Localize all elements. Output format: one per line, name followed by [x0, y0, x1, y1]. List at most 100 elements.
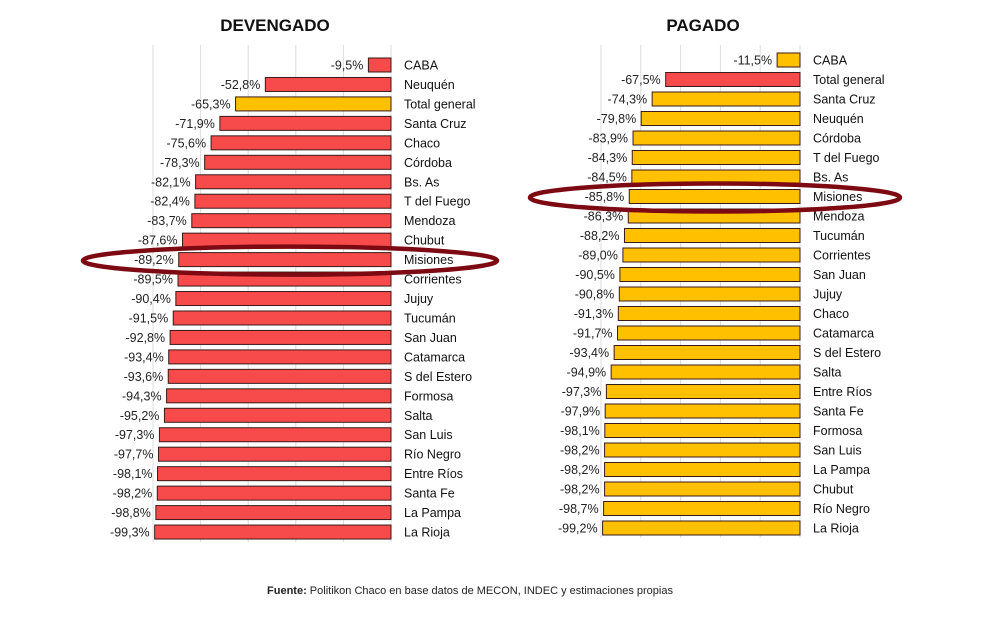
data-label: -93,4%: [570, 346, 610, 360]
category-label: Catamarca: [404, 350, 465, 364]
category-label: Entre Ríos: [404, 467, 463, 481]
category-label: Santa Cruz: [404, 117, 467, 131]
category-label: Corrientes: [813, 249, 871, 263]
footer-source-text: Politikon Chaco en base datos de MECON, …: [307, 585, 674, 597]
data-label: -95,2%: [120, 409, 160, 423]
data-label: -90,5%: [575, 268, 615, 282]
category-label: Neuquén: [404, 78, 455, 92]
bar: [163, 407, 392, 423]
category-label: Jujuy: [813, 288, 843, 302]
category-label: Chubut: [813, 483, 854, 497]
data-label: -67,5%: [621, 73, 661, 87]
data-label: -98,2%: [560, 463, 600, 477]
category-label: Catamarca: [813, 327, 874, 341]
category-label: San Luis: [404, 428, 453, 442]
footer: Fuente: Politikon Chaco en base datos de…: [267, 585, 673, 597]
bar: [602, 520, 801, 536]
data-label: -98,1%: [560, 424, 600, 438]
bar: [604, 442, 801, 458]
bar: [154, 524, 392, 540]
data-label: -94,3%: [122, 389, 162, 403]
data-label: -75,6%: [166, 136, 206, 150]
category-label: Chaco: [404, 136, 440, 150]
data-label: -82,4%: [150, 195, 190, 209]
data-label: -89,2%: [134, 253, 174, 267]
data-label: -98,2%: [560, 483, 600, 497]
data-label: -91,5%: [129, 311, 169, 325]
data-label: -87,6%: [138, 234, 178, 248]
category-label: Córdoba: [404, 156, 452, 170]
bar: [219, 115, 392, 131]
bar: [191, 213, 392, 229]
chart-title: PAGADO: [666, 16, 739, 35]
data-label: -90,8%: [575, 288, 615, 302]
data-label: -94,9%: [567, 366, 607, 380]
data-label: -97,3%: [562, 385, 602, 399]
category-label: Mendoza: [813, 210, 864, 224]
data-label: -65,3%: [191, 97, 231, 111]
bar: [631, 150, 801, 165]
bar: [665, 72, 801, 87]
bar: [235, 96, 392, 112]
category-label: Misiones: [813, 190, 862, 204]
data-label: -92,8%: [126, 331, 166, 345]
bar: [617, 325, 801, 341]
data-label: -98,2%: [560, 444, 600, 458]
category-label: La Pampa: [404, 506, 461, 520]
category-label: Mendoza: [404, 214, 455, 228]
data-label: -99,3%: [110, 526, 150, 540]
data-label: -91,3%: [574, 307, 614, 321]
bar: [628, 189, 801, 204]
category-label: Santa Fe: [404, 487, 455, 501]
category-label: Formosa: [813, 424, 862, 438]
category-label: CABA: [404, 59, 439, 73]
data-label: -9,5%: [331, 59, 364, 73]
data-label: -93,4%: [124, 350, 164, 364]
data-label: -98,7%: [559, 502, 599, 516]
category-label: San Juan: [404, 331, 457, 345]
data-label: -82,1%: [151, 175, 191, 189]
bar: [604, 403, 801, 419]
bar: [617, 306, 801, 321]
bar: [632, 130, 801, 146]
data-label: -85,8%: [585, 190, 625, 204]
category-label: Bs. As: [404, 175, 439, 189]
bar: [623, 228, 801, 243]
bar: [613, 345, 801, 360]
category-label: Córdoba: [813, 132, 861, 146]
category-label: La Rioja: [813, 522, 859, 536]
data-label: -91,7%: [573, 327, 613, 341]
bar: [157, 466, 392, 482]
bar: [610, 364, 801, 380]
data-label: -52,8%: [221, 78, 261, 92]
chart-pagado: PAGADO -11,5% CABA -67,5% Total general -74,3…: [527, 16, 903, 538]
category-label: Salta: [813, 366, 842, 380]
category-label: Neuquén: [813, 112, 864, 126]
category-label: Santa Cruz: [813, 93, 876, 107]
data-label: -89,5%: [133, 273, 173, 287]
data-label: -97,7%: [114, 448, 154, 462]
category-label: Salta: [404, 409, 433, 423]
bar: [172, 310, 392, 326]
data-label: -74,3%: [608, 93, 648, 107]
category-label: T del Fuego: [813, 151, 880, 165]
bar: [264, 76, 392, 92]
bar: [367, 57, 392, 73]
category-label: Tucumán: [404, 311, 456, 325]
category-label: Chaco: [813, 307, 849, 321]
category-label: Río Negro: [813, 502, 870, 516]
category-label: S del Estero: [813, 346, 881, 360]
data-label: -84,5%: [587, 171, 627, 185]
data-label: -83,7%: [147, 214, 187, 228]
bar: [640, 111, 801, 126]
highlight-ellipse: [80, 244, 500, 277]
data-label: -90,4%: [131, 292, 171, 306]
category-label: Total general: [813, 73, 885, 87]
data-label: -83,9%: [588, 132, 628, 146]
data-label: -71,9%: [175, 117, 215, 131]
data-label: -89,0%: [578, 249, 618, 263]
category-label: Misiones: [404, 253, 453, 267]
category-label: Tucumán: [813, 229, 865, 243]
bar: [158, 427, 392, 443]
